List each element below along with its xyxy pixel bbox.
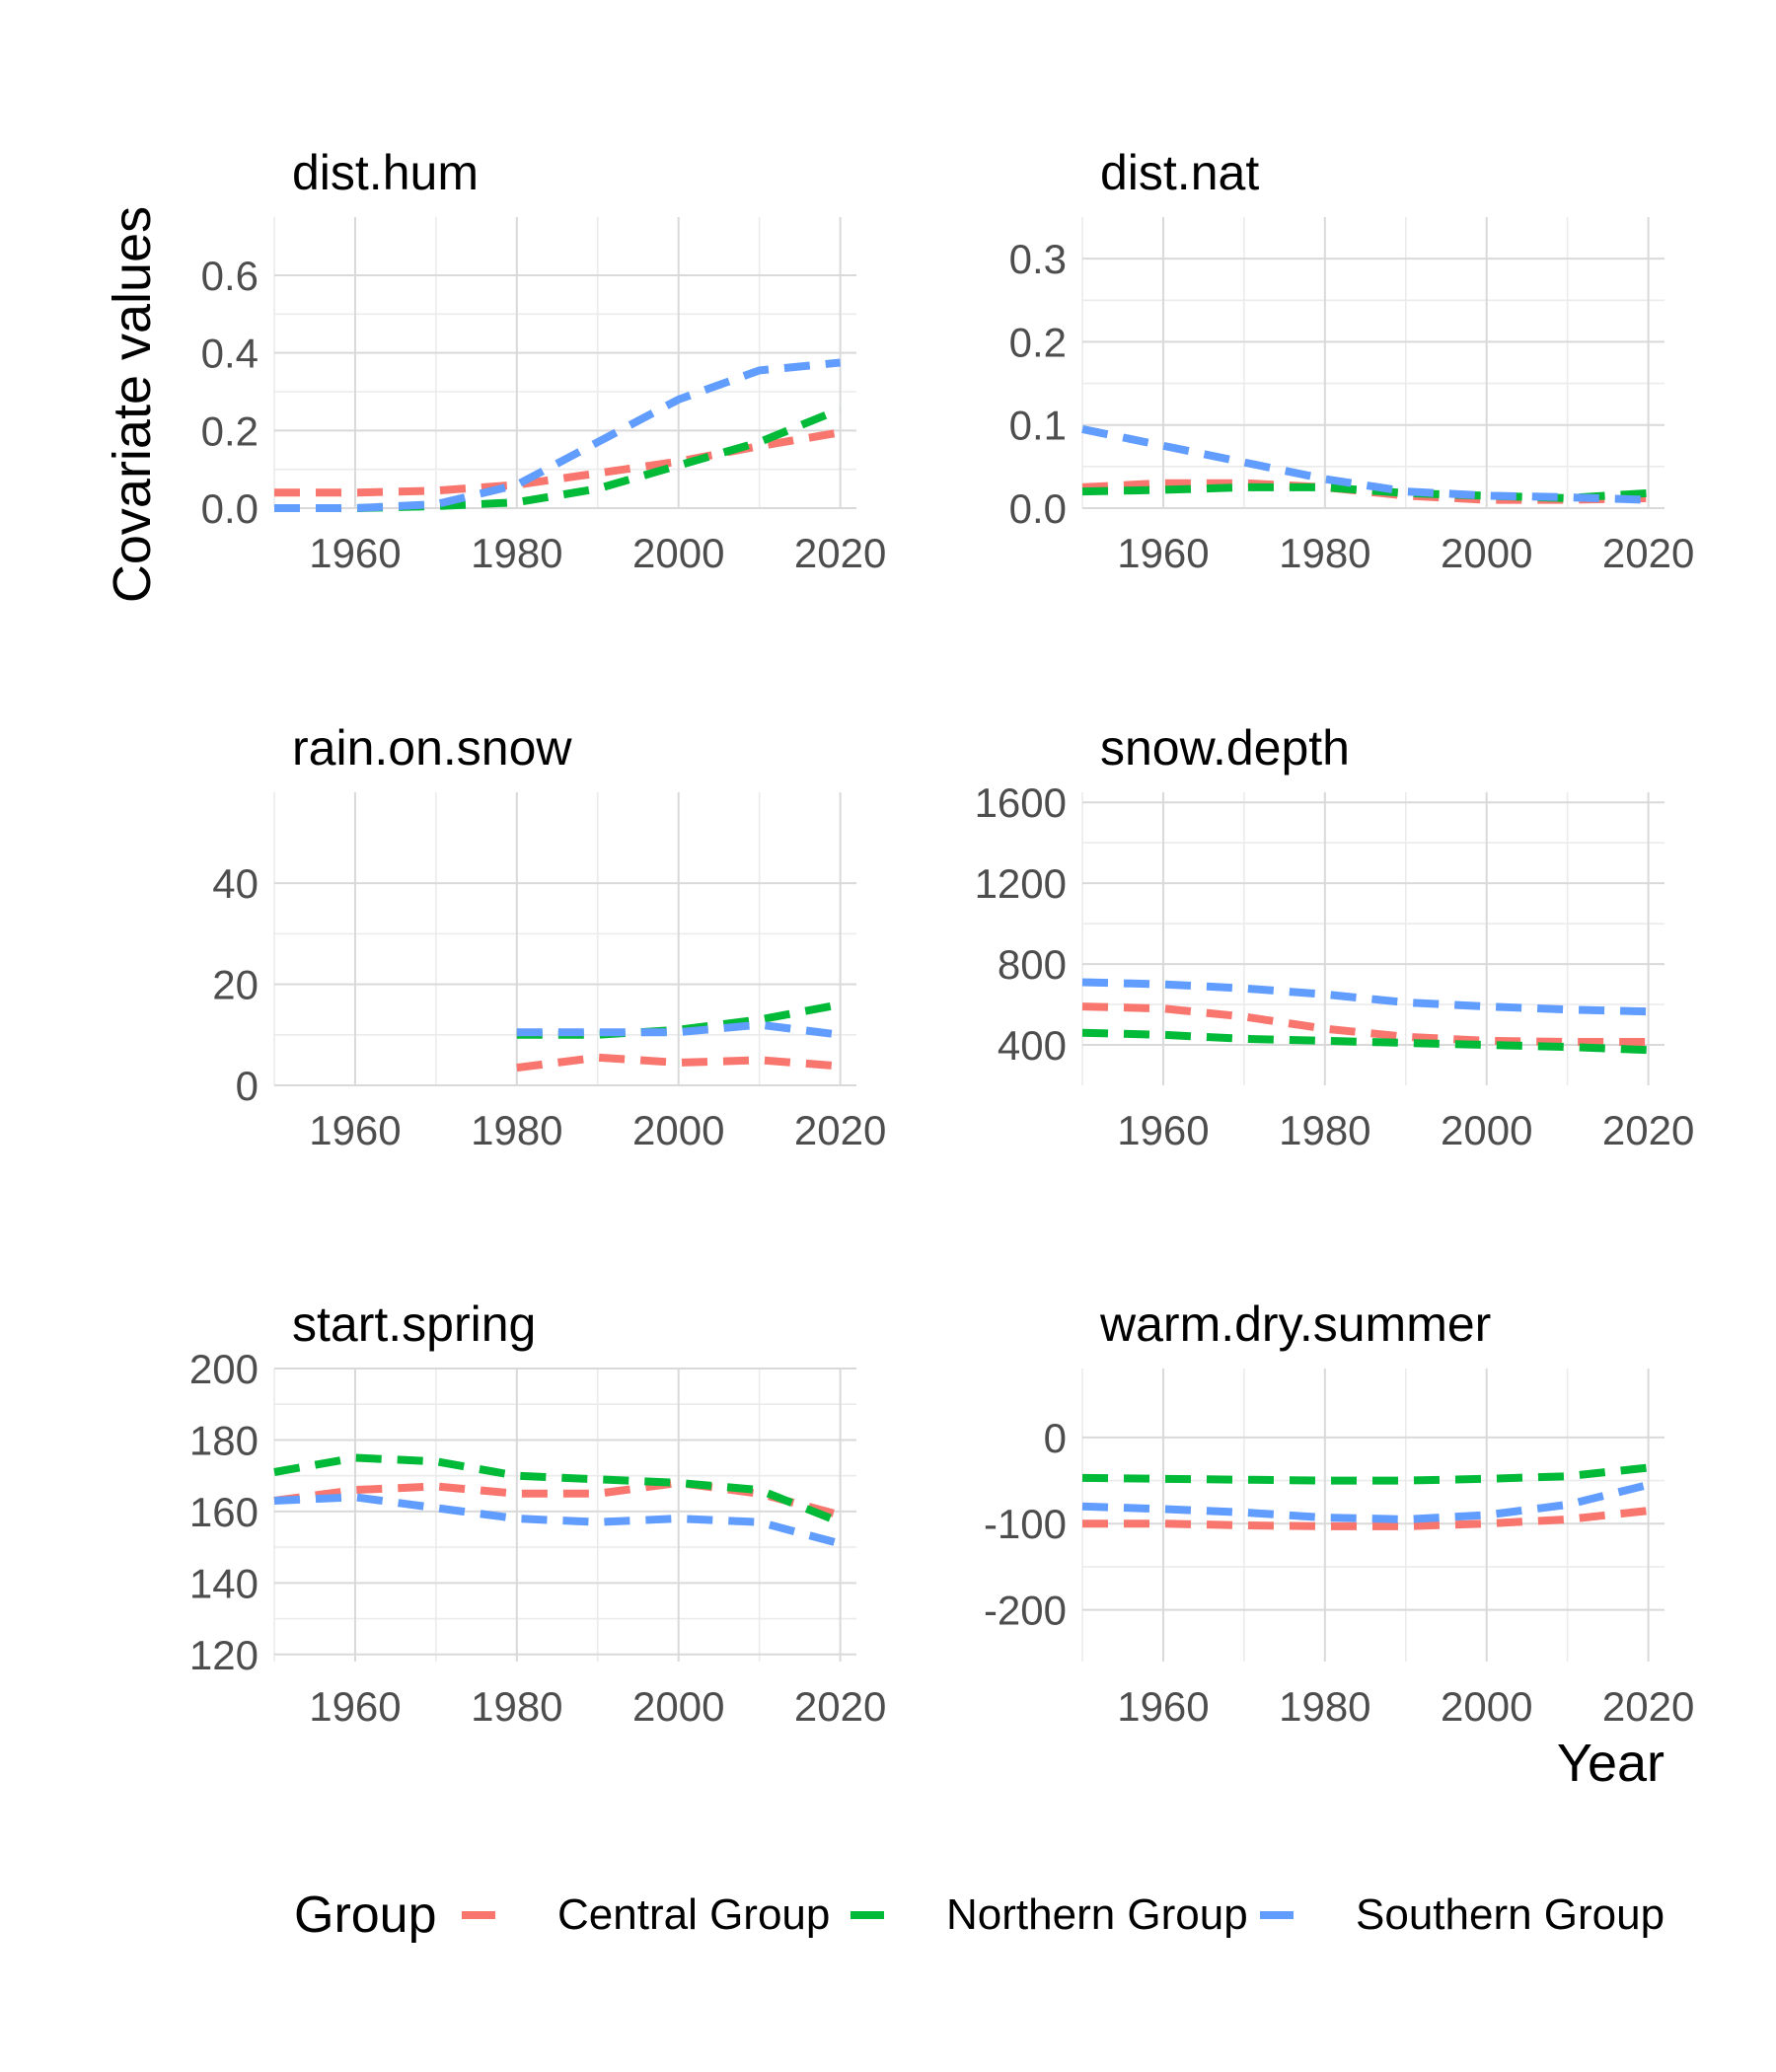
y-tick-label: 0 bbox=[1044, 1415, 1067, 1461]
x-tick-label: 1960 bbox=[1117, 1683, 1209, 1730]
y-tick-label: 1200 bbox=[975, 860, 1067, 907]
x-tick-label: 1980 bbox=[471, 1683, 562, 1730]
legend-label: Northern Group bbox=[946, 1890, 1248, 1939]
y-tick-label: 120 bbox=[189, 1632, 259, 1678]
y-tick-label: 0 bbox=[236, 1063, 259, 1109]
x-tick-label: 1980 bbox=[471, 1107, 562, 1153]
x-tick-label: 1960 bbox=[309, 1683, 401, 1730]
x-tick-label: 1980 bbox=[471, 530, 562, 576]
y-tick-label: 0.4 bbox=[201, 331, 259, 377]
legend-title: Group bbox=[294, 1887, 437, 1944]
panel-title: snow.depth bbox=[1100, 720, 1350, 776]
y-tick-label: 800 bbox=[998, 941, 1067, 988]
y-tick-label: 0.2 bbox=[1009, 319, 1067, 365]
y-tick-label: 0.3 bbox=[1009, 236, 1067, 282]
series-line-northern-group bbox=[1081, 1028, 1649, 1055]
legend: Group Central Group Northern Group Souther… bbox=[294, 1887, 1665, 1944]
y-tick-label: 0.0 bbox=[201, 485, 259, 532]
panel-title: dist.nat bbox=[1100, 145, 1259, 200]
x-tick-label: 2000 bbox=[632, 1107, 724, 1153]
series-line-northern-group bbox=[273, 1453, 843, 1526]
series-line-southern-group bbox=[1081, 978, 1649, 1016]
series-line-central-group bbox=[1082, 1507, 1650, 1530]
y-tick-label: 180 bbox=[189, 1417, 259, 1463]
y-tick-label: 20 bbox=[212, 962, 259, 1008]
series-line-southern-group bbox=[273, 1493, 842, 1548]
x-tick-label: 2020 bbox=[794, 1683, 886, 1730]
y-tick-label: 140 bbox=[189, 1560, 259, 1606]
x-tick-label: 1960 bbox=[309, 1107, 401, 1153]
series-line-southern-group bbox=[274, 358, 841, 512]
y-tick-label: 0.6 bbox=[201, 253, 259, 299]
panel-title: start.spring bbox=[292, 1296, 536, 1352]
panel-snow-depth: snow.depth 1960 1980 2000 2020 400 800 1200 1600 bbox=[975, 720, 1695, 1153]
x-tick-label: 2000 bbox=[1441, 1683, 1532, 1730]
x-tick-label: 1980 bbox=[1279, 1107, 1370, 1153]
panel-start-spring: start.spring 1960 1980 2000 2020 120 140 160 180… bbox=[189, 1296, 886, 1730]
legend-label: Southern Group bbox=[1356, 1890, 1665, 1939]
x-axis-title: Year bbox=[1557, 1734, 1665, 1793]
x-tick-label: 2020 bbox=[794, 1107, 886, 1153]
y-tick-label: 0.1 bbox=[1009, 403, 1067, 449]
panel-warm-dry-summer: warm.dry.summer 1960 1980 2000 2020 -200 -100 0 bbox=[984, 1296, 1694, 1730]
x-tick-label: 2000 bbox=[1441, 530, 1532, 576]
x-tick-label: 2020 bbox=[1602, 1683, 1694, 1730]
series-line-northern-group bbox=[1081, 482, 1649, 502]
series-line-northern-group bbox=[1081, 1463, 1650, 1485]
panel-rain-on-snow: rain.on.snow 1960 1980 2000 2020 0 20 40 bbox=[212, 720, 886, 1153]
x-tick-label: 2020 bbox=[1602, 530, 1694, 576]
x-tick-label: 2000 bbox=[632, 1683, 724, 1730]
y-tick-label: 0.0 bbox=[1009, 485, 1067, 532]
y-tick-label: 160 bbox=[189, 1489, 259, 1535]
panel-title: rain.on.snow bbox=[292, 720, 572, 776]
x-tick-label: 1960 bbox=[309, 530, 401, 576]
series-line-central-group bbox=[516, 1053, 841, 1073]
y-tick-label: -200 bbox=[984, 1588, 1067, 1634]
series-line-central-group bbox=[1081, 1002, 1649, 1046]
x-tick-label: 2000 bbox=[1441, 1107, 1532, 1153]
legend-label: Central Group bbox=[557, 1890, 830, 1939]
y-tick-label: 0.2 bbox=[201, 407, 259, 454]
x-tick-label: 1960 bbox=[1117, 1107, 1209, 1153]
y-axis-title: Covariate values bbox=[103, 206, 162, 603]
y-tick-label: 200 bbox=[189, 1346, 259, 1392]
series-line-southern-group bbox=[1081, 424, 1649, 504]
series-line-southern-group bbox=[516, 1020, 842, 1039]
panel-title: dist.hum bbox=[292, 145, 479, 200]
y-tick-label: 400 bbox=[998, 1022, 1067, 1069]
panel-dist-nat: dist.nat 1960 1980 2000 2020 0.0 0.1 0.2 0.3 bbox=[1009, 145, 1695, 576]
y-tick-label: -100 bbox=[984, 1501, 1067, 1547]
series-line-southern-group bbox=[1081, 1481, 1650, 1523]
y-tick-label: 40 bbox=[212, 860, 259, 907]
x-tick-label: 2020 bbox=[1602, 1107, 1694, 1153]
x-tick-label: 2000 bbox=[632, 530, 724, 576]
panel-title: warm.dry.summer bbox=[1099, 1296, 1491, 1352]
x-tick-label: 1980 bbox=[1279, 1683, 1370, 1730]
x-tick-label: 2020 bbox=[794, 530, 886, 576]
y-tick-label: 1600 bbox=[975, 779, 1067, 826]
x-tick-label: 1980 bbox=[1279, 530, 1370, 576]
x-tick-label: 1960 bbox=[1117, 530, 1209, 576]
panel-dist-hum: dist.hum 1960 1980 2000 2020 0.0 0.2 0.4 0.6 bbox=[201, 145, 887, 576]
